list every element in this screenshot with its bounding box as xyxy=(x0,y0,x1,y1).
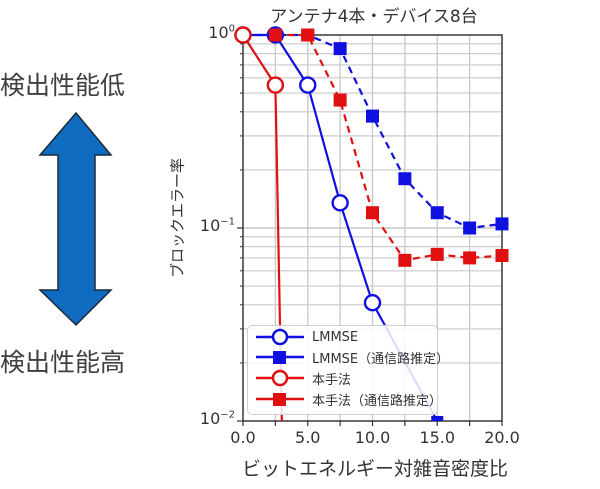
red-open-circle-icon xyxy=(256,369,304,387)
chart-title: アンテナ4本・デバイス8台 xyxy=(270,7,478,27)
x-tick-label: 20.0 xyxy=(484,428,520,447)
blue-open-circle-icon xyxy=(256,328,304,346)
legend-item-lmmse: LMMSE xyxy=(254,328,358,346)
blue-filled-square-icon xyxy=(256,351,304,364)
high-performance-label: 検出性能高 xyxy=(0,348,126,377)
low-performance-label: 検出性能低 xyxy=(0,71,126,100)
y-axis-label: ブロックエラー率 xyxy=(168,158,187,279)
x-axis-label: ビットエネルギー対雑音密度比 xyxy=(241,458,508,480)
red-filled-square-icon xyxy=(256,393,304,406)
legend-item-lmmse-channel-est: LMMSE（通信路推定） xyxy=(254,348,449,367)
y-tick-label: 100 xyxy=(208,23,235,42)
x-tick-label: 0.0 xyxy=(230,428,256,447)
series-2 xyxy=(234,26,285,422)
legend-item-proposed: 本手法 xyxy=(254,369,351,388)
legend-item-proposed-channel-est: 本手法（通信路推定） xyxy=(254,390,442,409)
series-3 xyxy=(268,28,509,267)
series-1 xyxy=(243,28,509,235)
data-series xyxy=(234,26,509,422)
legend: LMMSE LMMSE（通信路推定） 本手法 本手法（通信路推定） xyxy=(247,325,449,415)
y-tick-label: 10−2 xyxy=(199,409,235,428)
double-arrow-icon xyxy=(38,111,113,327)
x-tick-label: 5.0 xyxy=(295,428,321,447)
x-tick-label: 10.0 xyxy=(354,428,391,447)
x-tick-label: 15.0 xyxy=(419,428,456,447)
y-tick-label: 10−1 xyxy=(199,216,235,235)
